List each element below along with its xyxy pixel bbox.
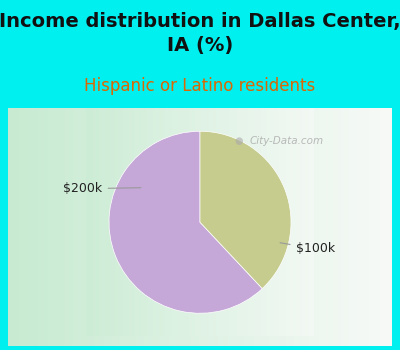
Text: ●: ●	[234, 136, 243, 146]
Text: $200k: $200k	[64, 182, 141, 195]
Text: City-Data.com: City-Data.com	[250, 136, 324, 146]
Wedge shape	[109, 131, 262, 313]
Wedge shape	[200, 131, 291, 289]
Text: Hispanic or Latino residents: Hispanic or Latino residents	[84, 77, 316, 95]
Text: $100k: $100k	[280, 242, 335, 255]
Text: Income distribution in Dallas Center,
IA (%): Income distribution in Dallas Center, IA…	[0, 12, 400, 55]
